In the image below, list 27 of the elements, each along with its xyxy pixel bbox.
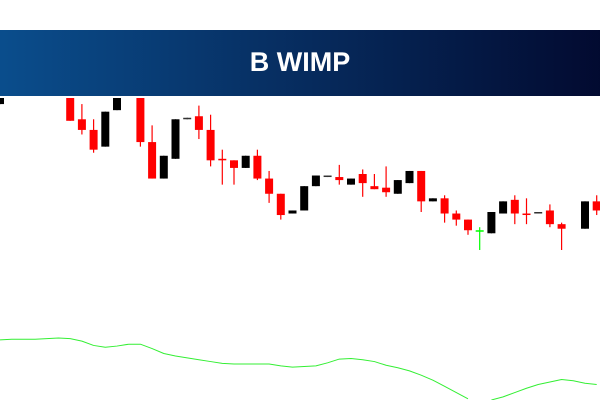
candlestick	[358, 168, 367, 198]
candlestick	[335, 164, 344, 186]
candlestick	[546, 204, 554, 228]
candlestick	[592, 194, 600, 216]
candlestick	[242, 155, 250, 169]
chart-title: B WIMP	[250, 47, 350, 77]
candlestick	[66, 97, 74, 122]
candlestick	[253, 149, 262, 181]
candlestick	[194, 105, 203, 140]
candlestick	[230, 160, 238, 186]
candlestick	[452, 210, 460, 226]
candlestick	[265, 170, 274, 204]
candlestick	[90, 118, 98, 154]
candlestick	[78, 103, 86, 136]
candlestick	[382, 166, 390, 198]
candlestick	[394, 179, 402, 194]
candlestick	[464, 219, 472, 236]
candlestick	[510, 194, 519, 225]
candlestick	[487, 211, 496, 234]
candlestick	[276, 193, 285, 220]
candlestick	[440, 194, 449, 224]
candlestick	[522, 198, 530, 225]
candlestick	[113, 97, 121, 111]
candlestick	[476, 226, 484, 251]
candlestick	[218, 149, 226, 186]
candlestick	[370, 173, 378, 190]
candlestick	[558, 222, 566, 251]
